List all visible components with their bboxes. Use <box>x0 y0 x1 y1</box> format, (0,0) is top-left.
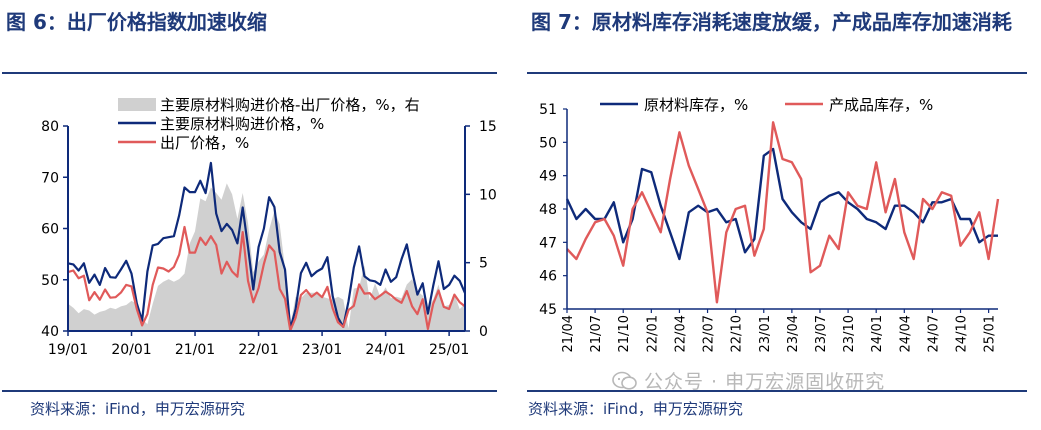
left-y-tick-label: 80 <box>41 119 59 135</box>
left-y-tick-label: 50 <box>41 273 59 289</box>
right-figure-title: 图 7：原材料库存消耗速度放缓，产成品库存加速消耗 <box>531 10 1012 34</box>
x-tick-label: 21/10 <box>617 315 632 352</box>
legend-label: 主要原材料购进价格，% <box>160 115 324 133</box>
watermark-text: 公众号 · 申万宏源固收研究 <box>644 371 886 393</box>
left-y-tick-label: 40 <box>41 324 59 340</box>
legend-label: 原材料库存，% <box>644 96 748 114</box>
finished-goods-inventory-line <box>566 121 1000 304</box>
x-tick-label: 24/01 <box>365 342 405 358</box>
left-y-tick-label: 60 <box>41 222 59 238</box>
legend-label: 出厂价格，% <box>160 134 249 152</box>
x-tick-label: 24/10 <box>955 315 970 352</box>
x-tick-label: 21/01 <box>175 342 215 358</box>
x-tick-label: 24/04 <box>898 315 913 352</box>
x-tick-label: 21/04 <box>561 315 576 352</box>
y-tick-label: 45 <box>539 302 557 318</box>
left-title-rule <box>2 72 497 74</box>
x-tick-label: 22/10 <box>730 315 745 352</box>
x-tick-label: 22/07 <box>702 315 717 352</box>
x-tick-label: 23/10 <box>842 315 857 352</box>
x-tick-label: 23/01 <box>302 342 342 358</box>
left-source-rule <box>2 390 497 392</box>
x-tick-label: 19/01 <box>48 342 88 358</box>
raw-material-inventory-line <box>565 147 998 261</box>
x-tick-label: 22/04 <box>673 315 688 352</box>
wechat-icon <box>612 371 637 390</box>
legend-swatch-spread <box>118 98 156 111</box>
legend-label: 主要原材料购进价格-出厂价格，%，右 <box>160 96 420 114</box>
left-source-note: 资料来源：iFind，申万宏源研究 <box>30 400 245 418</box>
x-tick-label: 24/07 <box>926 315 941 352</box>
right-chart: 45 46 47 48 49 50 51 21/04 21/07 21/10 22/01 22/04 2… <box>539 96 1000 352</box>
right-title-rule <box>527 72 1027 74</box>
factory-price-line <box>67 225 466 332</box>
left-chart: 40 50 60 70 80 0 5 10 15 19/01 20/01 21/01 22/01 23/0… <box>41 96 497 358</box>
x-tick-label: 24/01 <box>870 315 885 352</box>
x-tick-label: 23/01 <box>758 315 773 352</box>
right-y-tick-label: 15 <box>479 119 497 135</box>
x-tick-label: 25/01 <box>429 342 469 358</box>
legend-label: 产成品库存，% <box>829 96 933 114</box>
raw-material-price-line <box>67 161 467 330</box>
watermark: 公众号 · 申万宏源固收研究 <box>612 367 885 394</box>
y-tick-label: 51 <box>539 102 557 118</box>
x-tick-label: 23/04 <box>786 315 801 352</box>
x-tick-label: 20/01 <box>111 342 151 358</box>
y-tick-label: 47 <box>539 235 557 251</box>
x-tick-label: 21/07 <box>589 315 604 352</box>
right-y-tick-label: 0 <box>479 324 488 340</box>
y-tick-label: 46 <box>539 269 557 285</box>
right-y-tick-label: 5 <box>479 256 488 272</box>
y-tick-label: 49 <box>539 169 557 185</box>
left-y-tick-label: 70 <box>41 170 59 186</box>
left-figure-title: 图 6：出厂价格指数加速收缩 <box>6 10 267 34</box>
y-tick-label: 50 <box>539 135 557 151</box>
x-tick-label: 22/01 <box>645 315 660 352</box>
x-tick-label: 25/01 <box>983 315 998 352</box>
right-source-rule <box>527 390 1027 392</box>
right-source-note: 资料来源：iFind，申万宏源研究 <box>528 400 743 418</box>
y-tick-label: 48 <box>539 202 557 218</box>
x-tick-label: 23/07 <box>814 315 829 352</box>
x-tick-label: 22/01 <box>238 342 278 358</box>
right-y-tick-label: 10 <box>479 187 497 203</box>
